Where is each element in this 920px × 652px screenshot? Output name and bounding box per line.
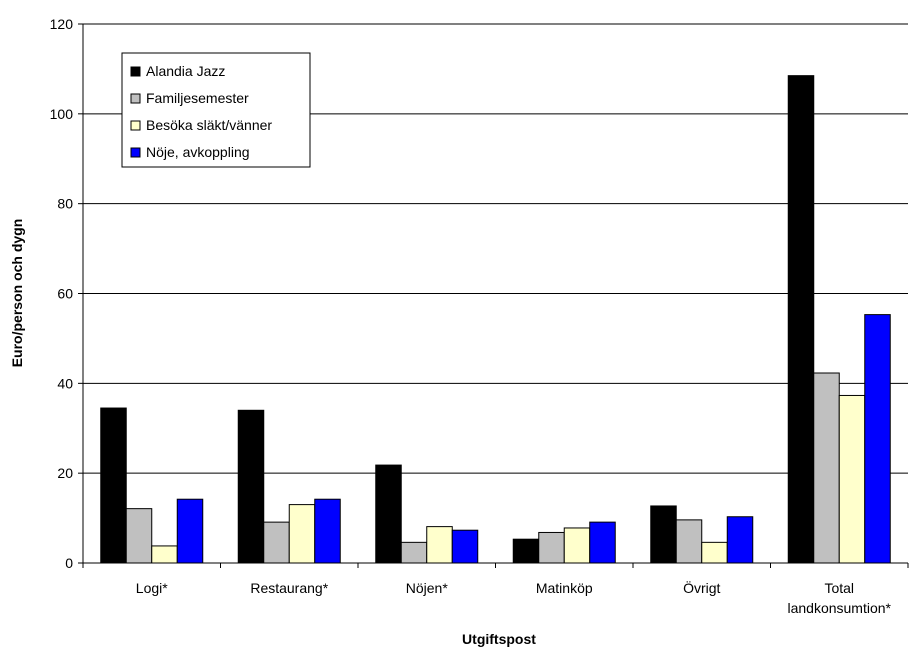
bar [400,541,428,564]
bar [426,526,453,564]
bar [701,541,728,564]
bar [263,521,290,564]
bar [675,519,703,564]
legend-swatch [130,147,141,158]
bar [538,531,565,564]
bar [151,545,178,564]
y-axis-title: Euro/person och dygn [9,219,25,368]
bar [650,505,677,564]
legend-swatch [130,66,141,77]
x-tick-label: Nöjen* [406,580,449,596]
legend-swatch [130,93,141,104]
bar [589,521,616,564]
legend-swatch [130,120,141,131]
axes [78,23,909,568]
x-tick-label: Restaurang* [250,580,328,596]
legend: Alandia Jazz Familjesemester Besöka släkt/… [121,52,311,168]
y-tick-label: 20 [57,465,73,481]
bars [100,75,891,564]
legend-label: Nöje, avkoppling [146,144,250,160]
x-tick-label: Logi* [136,580,168,596]
bar [726,516,754,564]
bar [512,538,540,564]
x-tick-label: Total landkonsumtion* [787,580,891,616]
bar [176,498,204,564]
x-tick-label: Övrigt [683,579,720,596]
y-tick-label: 80 [57,196,73,212]
legend-label: Besöka släkt/vänner [146,117,272,133]
legend-box [121,52,311,168]
bar [237,409,265,564]
legend-label: Familjesemester [146,90,249,106]
bar [451,529,479,564]
bar [787,75,815,564]
legend-label: Alandia Jazz [146,63,225,79]
y-tick-label: 60 [57,286,73,302]
bar [563,527,591,564]
y-tick-labels: 0 20 40 60 80 100 120 [50,16,74,571]
y-tick-label: 120 [50,16,74,32]
bar [125,508,153,564]
bar [100,407,127,564]
bar [864,314,891,564]
y-tick-label: 40 [57,375,73,391]
bar [813,372,840,564]
bar [375,464,402,564]
x-tick-labels: Logi* Restaurang* Nöjen* Matinköp Övrigt Tota… [136,579,892,616]
x-axis-title: Utgiftspost [462,631,536,647]
y-tick-label: 100 [50,106,74,122]
bar [314,498,341,564]
bar [288,504,316,564]
x-tick-label: Matinköp [536,580,593,596]
y-tick-label: 0 [65,555,73,571]
bar [838,394,866,564]
